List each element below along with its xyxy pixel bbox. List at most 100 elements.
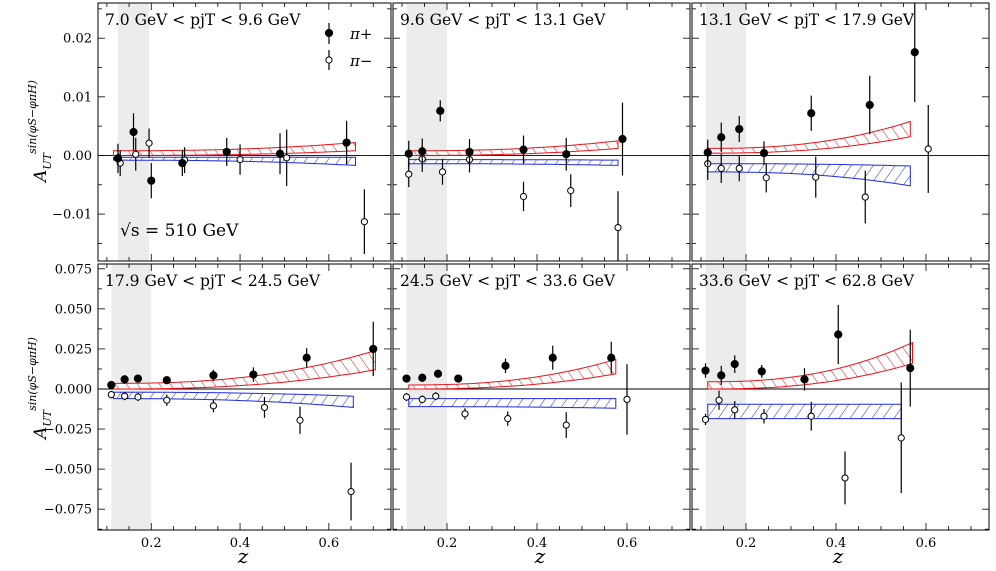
pi-plus-point xyxy=(834,330,843,339)
pi-minus-point xyxy=(567,187,575,195)
pi-plus-point xyxy=(519,145,528,154)
pi-plus-point xyxy=(436,106,445,115)
pi-minus-point xyxy=(562,421,570,429)
pi-plus-point xyxy=(906,364,915,373)
pi-minus-point xyxy=(209,402,218,410)
shaded-region xyxy=(705,264,746,530)
panel-frame xyxy=(691,2,990,262)
pi-plus-point xyxy=(302,353,311,362)
pi-minus-point xyxy=(134,393,142,401)
pi-minus-point xyxy=(296,416,304,424)
pi-minus-point xyxy=(731,406,739,414)
y-tick-label: 0.02 xyxy=(63,32,92,47)
panel-title: 33.6 GeV < pjT < 62.8 GeV xyxy=(699,272,915,290)
panel-title: 7.0 GeV < pjT < 9.6 GeV xyxy=(105,11,301,29)
pi-plus-point xyxy=(548,353,557,362)
pi-minus-point xyxy=(145,139,153,147)
x-tick-label: 0.6 xyxy=(916,536,937,551)
panel-frame xyxy=(392,2,691,262)
pi-plus-point xyxy=(735,124,744,134)
pi-minus-point xyxy=(432,392,440,400)
panel-title: 24.5 GeV < pjT < 33.6 GeV xyxy=(400,272,616,290)
pi-plus-point xyxy=(133,374,143,383)
pi-plus-point xyxy=(757,367,766,376)
pi-minus-point xyxy=(735,164,743,172)
pi-minus-point xyxy=(897,434,905,442)
theory-band-pi-minus xyxy=(408,398,617,409)
y-tick-label: 0.025 xyxy=(55,342,92,357)
pi-plus-point xyxy=(342,138,351,147)
x-axis-label-col1: z xyxy=(237,544,249,568)
pi-minus-point xyxy=(701,415,710,424)
shaded-region xyxy=(406,264,447,530)
y-tick-label: −0.075 xyxy=(44,503,92,518)
pi-minus-point xyxy=(762,174,770,182)
panel-title: 13.1 GeV < pjT < 17.9 GeV xyxy=(699,11,915,29)
x-axis-label-col2: z xyxy=(534,544,546,568)
panel-plot-area xyxy=(393,264,690,530)
pi-plus-point xyxy=(501,361,510,370)
pi-plus-point xyxy=(404,149,413,158)
theory-band-pi-plus xyxy=(707,120,911,154)
panel-plot-area xyxy=(98,3,391,261)
theory-band-pi-minus xyxy=(113,391,354,408)
x-tick-label: 0.2 xyxy=(141,536,162,551)
pi-plus-point xyxy=(402,374,411,383)
pi-plus-point xyxy=(275,149,285,158)
pi-minus-point xyxy=(760,412,768,420)
pi-plus-point xyxy=(222,147,231,157)
pi-plus-point xyxy=(178,158,187,168)
panel-frame xyxy=(691,263,990,531)
pi-minus-point xyxy=(405,170,413,178)
pi-plus-point xyxy=(703,148,712,157)
pi-plus-point xyxy=(418,373,427,382)
y-tick-label: −0.025 xyxy=(44,423,92,438)
panel-plot-area xyxy=(98,264,391,530)
y-tick-label: −0.01 xyxy=(52,208,92,223)
pi-minus-point xyxy=(132,150,140,158)
panel-frame xyxy=(392,263,691,531)
y-axis-label-bottom: AUTsin(φS−φπH) xyxy=(26,337,54,441)
pi-plus-point xyxy=(107,380,116,390)
panels: −0.01 0.00 0.01 0.02 7.0 GeV < pjT < 9.6 GeV… xyxy=(44,2,990,551)
panel-6: 0.2 0.4 0.6 33.6 GeV < pjT < 62.8 GeV xyxy=(691,263,990,551)
legend-pi-plus-marker xyxy=(324,28,334,38)
pi-plus-point xyxy=(147,176,156,185)
pi-plus-point xyxy=(418,147,427,156)
pi-minus-point xyxy=(283,154,291,162)
pi-minus-point xyxy=(438,168,447,176)
pi-plus-point xyxy=(249,370,258,379)
pi-minus-point xyxy=(623,395,631,404)
pi-plus-point xyxy=(759,149,769,158)
pi-plus-point xyxy=(369,344,378,354)
pi-minus-point xyxy=(260,403,269,412)
pi-plus-point xyxy=(129,127,138,137)
x-tick-label: 0.6 xyxy=(617,536,638,551)
theory-band-pi-plus xyxy=(113,142,356,156)
y-tick-label: 0.01 xyxy=(63,90,92,105)
pi-minus-point xyxy=(107,390,115,399)
pi-plus-point xyxy=(607,353,616,362)
panel-plot-area xyxy=(692,3,989,261)
x-tick-label: 0.4 xyxy=(230,536,251,551)
panel-2: 9.6 GeV < pjT < 13.1 GeV xyxy=(392,2,691,262)
panel-4: 0.2 0.4 0.6 −0.075 −0.050 −0.025 0.000 0.025 0.0… xyxy=(44,262,392,551)
pi-minus-point xyxy=(924,145,932,153)
panel-plot-area xyxy=(393,3,690,261)
x-tick-label: 0.4 xyxy=(826,536,847,551)
panel-1: −0.01 0.00 0.01 0.02 7.0 GeV < pjT < 9.6 GeV xyxy=(52,2,392,262)
x-tick-label: 0.2 xyxy=(437,536,458,551)
x-tick-label: 0.2 xyxy=(736,536,757,551)
theory-band-pi-plus xyxy=(408,358,617,390)
pi-plus-point xyxy=(433,369,443,378)
pi-plus-point xyxy=(701,366,710,375)
pi-minus-point xyxy=(812,173,820,181)
pi-minus-point xyxy=(715,396,723,404)
pi-minus-point xyxy=(121,392,129,400)
x-tick-label: 0.6 xyxy=(319,536,340,551)
pi-plus-point xyxy=(618,134,627,144)
panel-title: 17.9 GeV < pjT < 24.5 GeV xyxy=(105,272,321,290)
y-tick-label: 0.00 xyxy=(63,149,92,164)
pi-plus-point xyxy=(730,360,739,369)
